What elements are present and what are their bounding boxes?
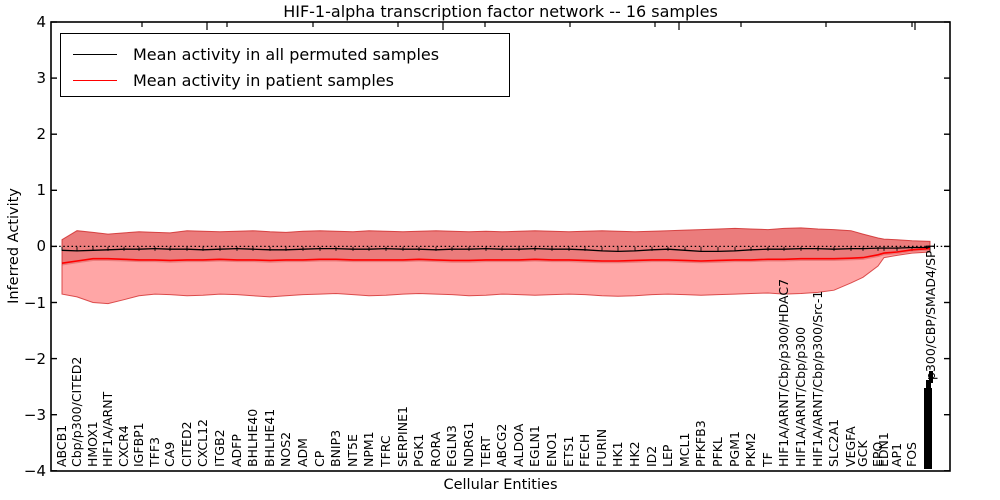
overlapping-labels-smear: [926, 380, 931, 390]
x-tick-label: RORA: [428, 431, 443, 467]
legend-item-permuted: Mean activity in all permuted samples: [73, 41, 509, 67]
x-tick-label: TF: [760, 452, 775, 467]
x-tick-label: ADM: [295, 438, 310, 467]
x-tick-label: IGFBP1: [131, 422, 146, 467]
x-tick-label: NPM1: [361, 431, 376, 467]
legend-line-red-icon: [73, 79, 117, 81]
x-tick-label: BHLHE40: [245, 408, 260, 467]
x-tick-label: Cbp/p300/CITED2: [69, 356, 84, 467]
legend-label-patient: Mean activity in patient samples: [133, 70, 394, 90]
x-tick-label: EGLN1: [527, 425, 542, 467]
x-tick-label: GCK: [855, 440, 870, 467]
x-tick-label: FECH: [577, 433, 592, 467]
x-tick-label: ABCG2: [494, 423, 509, 467]
x-tick-label: TFF3: [147, 437, 162, 467]
x-tick-label: HK1: [610, 441, 625, 467]
x-tick-label: ABCB1: [54, 424, 69, 467]
chart-title: HIF-1-alpha transcription factor network…: [283, 2, 718, 21]
x-tick-label: CXCR4: [116, 425, 131, 467]
legend-item-patient: Mean activity in patient samples: [73, 67, 509, 93]
legend: Mean activity in all permuted samples Me…: [60, 33, 510, 97]
x-tick-label: ID2: [644, 445, 659, 467]
x-tick-label: PKM2: [743, 432, 758, 467]
patient-spread-band: [61, 227, 931, 305]
x-tick-label: NOS2: [278, 431, 293, 467]
x-tick-label: HIF1A/ARNT/Cbp/p300/Src-1: [810, 290, 825, 467]
permuted-mean-line: [61, 246, 930, 253]
y-tick-label: 1: [36, 181, 46, 200]
x-tick-label: AP1: [889, 442, 904, 467]
x-tick-label: PGK1: [411, 433, 426, 467]
x-tick-label: ADFP: [229, 434, 244, 467]
overlapping-labels-smear: [929, 371, 933, 383]
y-tick-label: 3: [36, 69, 46, 88]
x-tick-label: HK2: [627, 441, 642, 467]
inner-overlap-band: [62, 227, 930, 266]
patient-mean-line: [61, 247, 931, 264]
x-tick-label: HIF1A/ARNT/Cbp/p300: [793, 326, 808, 467]
overlapping-labels-smear: [924, 388, 932, 469]
x-tick-label: ETS1: [561, 435, 576, 467]
y-tick-label: 2: [36, 125, 46, 144]
x-tick-label: PGM1: [727, 431, 742, 467]
x-tick-label: EGLN3: [444, 425, 459, 467]
x-tick-label: HMOX1: [85, 421, 100, 467]
x-tick-label: BNIP3: [328, 429, 343, 467]
x-tick-label: FURIN: [594, 428, 609, 467]
x-tick-label: FOS: [904, 442, 919, 467]
x-tick-label: CITED2: [179, 421, 194, 467]
x-tick-label: LEP: [660, 444, 675, 467]
x-tick-label: CP: [312, 450, 327, 467]
x-tick-label: CA9: [162, 441, 177, 467]
x-tick-label: SERPINE1: [395, 406, 410, 467]
y-tick-label: −4: [23, 461, 46, 480]
y-tick-label: 0: [36, 237, 46, 256]
x-axis-title: Cellular Entities: [443, 477, 558, 493]
x-tick-label: HIF1A/ARNT: [100, 391, 115, 467]
x-tick-label: BHLHE41: [262, 408, 277, 467]
y-tick-label: 4: [36, 13, 46, 31]
x-tick-label: NDRG1: [461, 421, 476, 467]
x-tick-label: HIF1A/ARNT/Cbp/p300/HDAC7: [776, 278, 791, 467]
y-tick-label: −3: [23, 405, 46, 424]
x-tick-label: PFKFB3: [693, 420, 708, 467]
x-tick-label: SLC2A1: [826, 418, 841, 467]
x-tick-label: CXCL12: [195, 419, 210, 467]
x-tick-label: ITGB2: [212, 429, 227, 467]
legend-label-permuted: Mean activity in all permuted samples: [133, 44, 440, 64]
x-tick-label: PFKL: [710, 437, 725, 467]
legend-line-black-icon: [73, 53, 117, 55]
x-tick-label: MCL1: [677, 432, 692, 467]
y-tick-label: −2: [23, 349, 46, 368]
x-tick-label-cluster: p300/CBP/SMAD4/SP1: [923, 242, 938, 380]
x-tick-label: ENO1: [544, 431, 559, 467]
x-tick-label: ALDOA: [511, 423, 526, 467]
y-tick-label: −1: [23, 293, 46, 312]
x-tick-label: TERT: [478, 436, 493, 467]
x-tick-label: TFRC: [378, 435, 393, 467]
x-tick-label: NT5E: [345, 434, 360, 467]
